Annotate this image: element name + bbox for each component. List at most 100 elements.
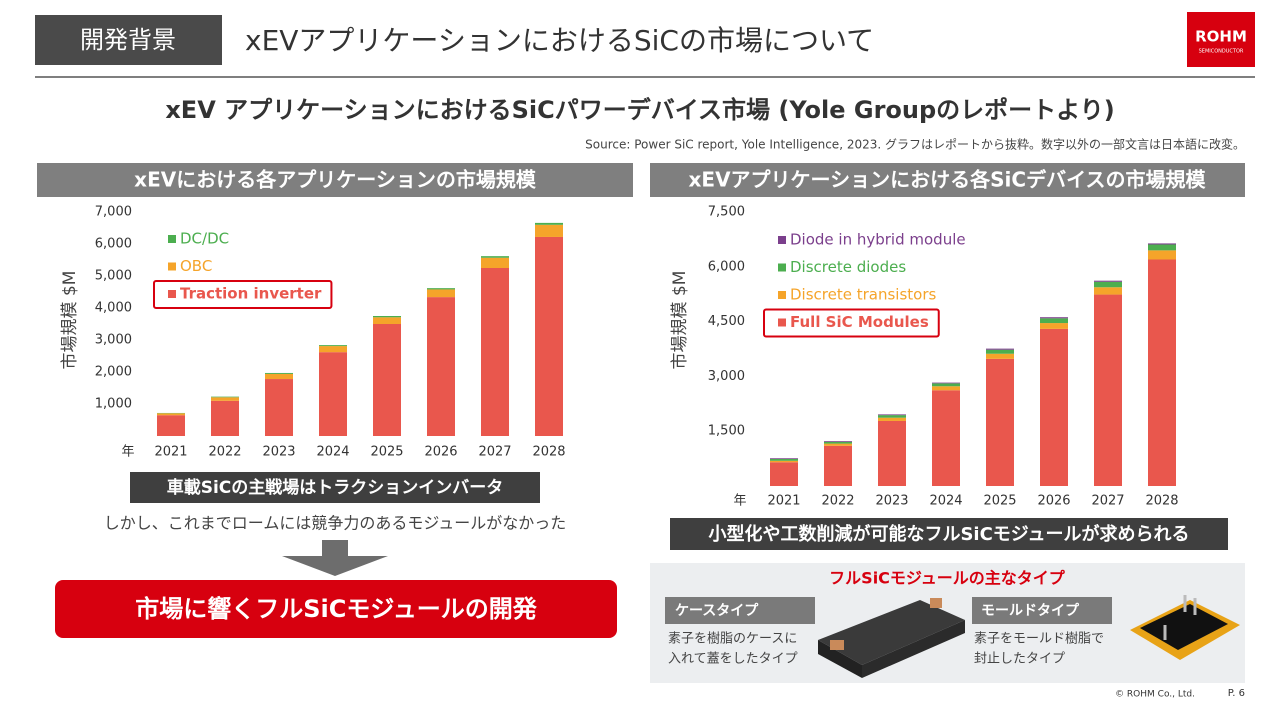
- bar-segment: [319, 345, 347, 347]
- bar-segment: [481, 256, 509, 258]
- x-tick-label: 2023: [262, 445, 295, 460]
- bar-segment: [319, 346, 347, 353]
- bar-segment: [1148, 243, 1176, 245]
- bar-segment: [265, 373, 293, 380]
- legend-swatch: [778, 318, 786, 327]
- legend-swatch: [778, 263, 786, 272]
- x-tick-label: 2025: [370, 445, 403, 460]
- y-tick-label: 7,500: [708, 205, 745, 220]
- legend-swatch: [778, 236, 786, 244]
- x-tick-label: 2028: [532, 445, 565, 460]
- bar-segment: [932, 390, 960, 486]
- callout: 市場に響くフルSiCモジュールの開発: [135, 595, 537, 623]
- bar-segment: [427, 288, 455, 290]
- bar-segment: [535, 222, 563, 225]
- bar-segment: [535, 236, 563, 436]
- y-tick-label: 4,000: [95, 301, 132, 316]
- bar-segment: [373, 317, 401, 324]
- bar-segment: [211, 396, 239, 398]
- bar-segment: [986, 349, 1014, 354]
- x-tick-label: 2021: [767, 494, 800, 509]
- bar-segment: [824, 443, 852, 446]
- legend-label: Traction inverter: [180, 285, 322, 303]
- page-number: P. 6: [1228, 688, 1245, 699]
- bar-segment: [211, 400, 239, 436]
- x-axis-label: 年: [733, 494, 746, 509]
- legend-label: OBC: [180, 257, 212, 275]
- x-tick-label: 2027: [1091, 494, 1124, 509]
- panel-heading-bg: [37, 163, 633, 197]
- banner-bg: [130, 472, 540, 503]
- y-axis-label: 市場規模 $M: [60, 271, 80, 370]
- bar-segment: [986, 348, 1014, 350]
- bar-segment: [932, 383, 960, 387]
- bar-segment: [157, 415, 185, 436]
- note: しかし、これまでロームには競争力のあるモジュールがなかった: [104, 514, 566, 533]
- bar-segment: [770, 458, 798, 459]
- x-tick-label: 2026: [424, 445, 457, 460]
- y-axis-label: 市場規模 $M: [670, 271, 690, 370]
- x-tick-label: 2025: [983, 494, 1016, 509]
- legend-label: Discrete transistors: [790, 286, 936, 304]
- bar-segment: [1148, 259, 1176, 486]
- copyright: © ROHM Co., Ltd.: [1115, 690, 1195, 700]
- type-tab: [972, 597, 1112, 624]
- legend-swatch: [168, 290, 176, 298]
- mold-module-image: [1130, 595, 1240, 660]
- bar-segment: [265, 379, 293, 436]
- x-tick-label: 2022: [208, 445, 241, 460]
- x-axis-label: 年: [121, 445, 134, 460]
- y-tick-label: 3,000: [708, 369, 745, 384]
- legend-label: Full SiC Modules: [790, 313, 929, 331]
- x-tick-label: 2024: [316, 445, 349, 460]
- bar-segment: [986, 353, 1014, 359]
- x-tick-label: 2023: [875, 494, 908, 509]
- type-name: モールドタイプ: [981, 603, 1080, 619]
- bar-segment: [986, 358, 1014, 486]
- bar-segment: [157, 413, 185, 416]
- bar-segment: [1094, 294, 1122, 486]
- bar-segment: [1148, 244, 1176, 251]
- header-title: xEVアプリケーションにおけるSiCの市場について: [245, 24, 874, 57]
- x-tick-label: 2022: [821, 494, 854, 509]
- logo-sub: SEMICONDUCTOR: [1199, 49, 1244, 55]
- bar-segment: [373, 324, 401, 436]
- x-tick-label: 2024: [929, 494, 962, 509]
- type-tab: [665, 597, 815, 624]
- subtitle: xEV アプリケーションにおけるSiCパワーデバイス市場 (Yole Group…: [165, 96, 1114, 124]
- bar-segment: [824, 441, 852, 444]
- bar-segment: [481, 257, 509, 268]
- bar-segment: [878, 414, 906, 416]
- legend-label: Diode in hybrid module: [790, 231, 966, 249]
- bar-segment: [878, 415, 906, 418]
- bar-segment: [932, 382, 960, 384]
- x-tick-label: 2021: [154, 445, 187, 460]
- y-tick-label: 2,000: [95, 365, 132, 380]
- legend-highlight: [763, 308, 940, 338]
- x-tick-label: 2027: [478, 445, 511, 460]
- legend-highlight: [153, 280, 333, 309]
- logo: ROHM: [1195, 28, 1247, 46]
- legend-swatch: [778, 291, 786, 299]
- bar-segment: [1094, 280, 1122, 282]
- legend-label: Discrete diodes: [790, 258, 906, 276]
- y-tick-label: 1,000: [95, 397, 132, 412]
- type-desc: 素子を樹脂のケースに: [668, 632, 797, 647]
- y-tick-label: 6,000: [95, 237, 132, 252]
- panel-heading-bg: [650, 163, 1245, 197]
- y-tick-label: 4,500: [708, 314, 745, 329]
- callout-bg: [55, 580, 617, 638]
- bar-segment: [770, 458, 798, 461]
- source: Source: Power SiC report, Yole Intellige…: [585, 137, 1245, 152]
- bar-segment: [535, 224, 563, 237]
- legend-swatch: [168, 262, 176, 271]
- bar-segment: [1040, 317, 1068, 319]
- arrow: [282, 540, 388, 576]
- y-tick-label: 3,000: [95, 333, 132, 348]
- type-desc: 素子をモールド樹脂で: [974, 632, 1104, 647]
- bar-segment: [824, 445, 852, 486]
- y-tick-label: 6,000: [708, 259, 745, 274]
- bar-segment: [878, 417, 906, 421]
